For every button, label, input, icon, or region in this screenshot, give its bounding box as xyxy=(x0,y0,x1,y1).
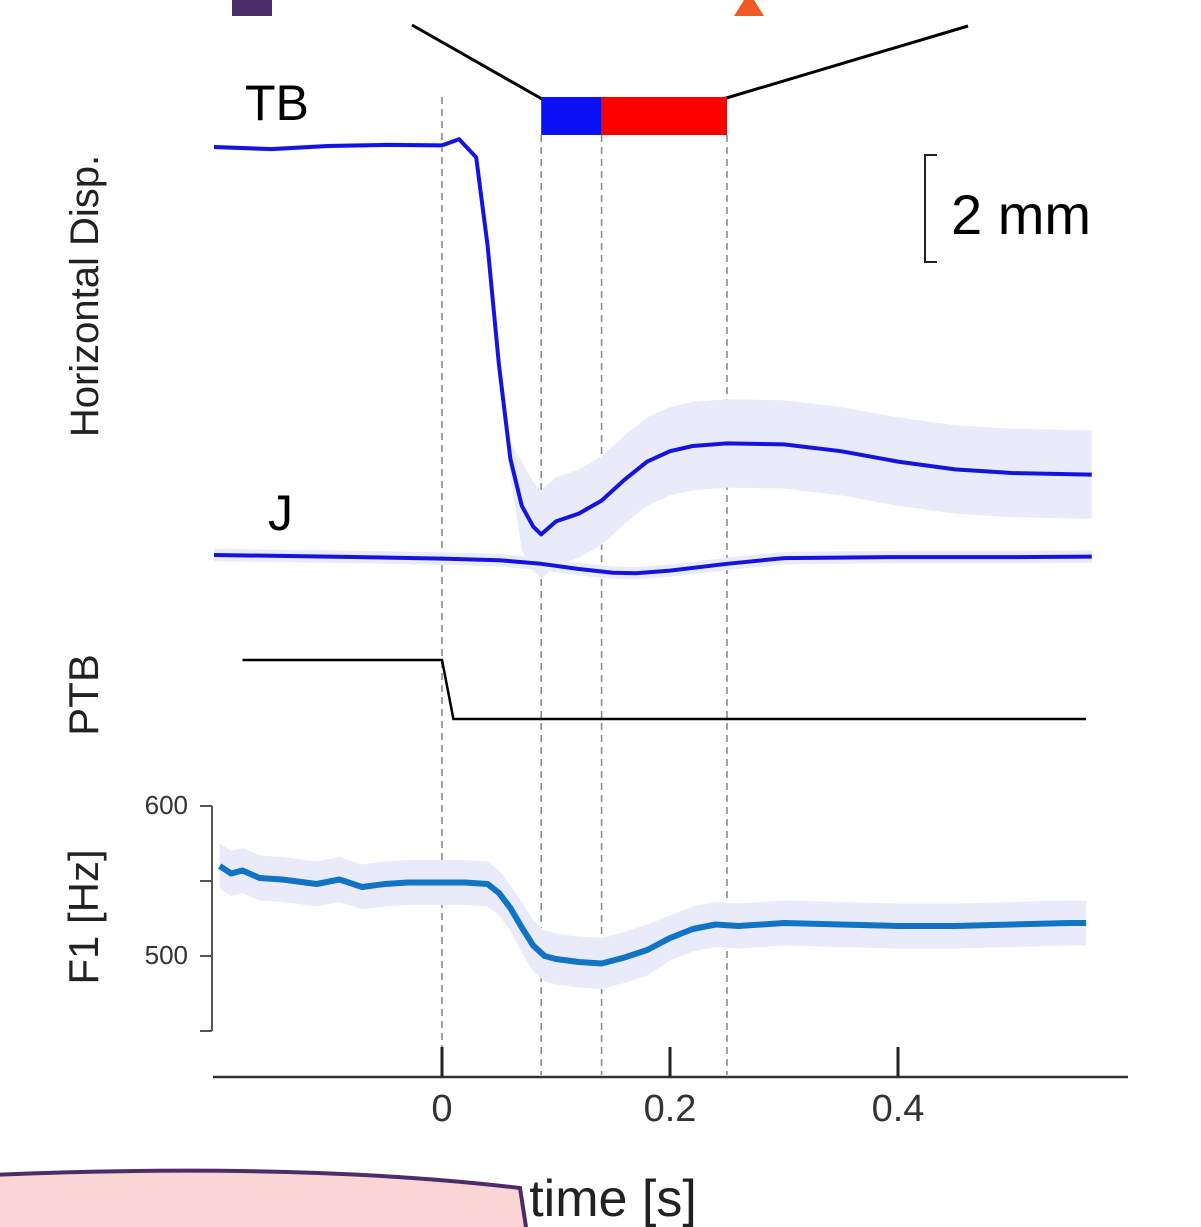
top-orange-triangle xyxy=(734,0,764,16)
xlabel-time: time [s] xyxy=(529,1170,697,1227)
series-label-tb: TB xyxy=(245,75,309,131)
time-axis: 0 0.2 0.4 xyxy=(213,1047,1128,1130)
f1-y-axis: 500 600 xyxy=(145,790,213,1032)
scale-bar-label: 2 mm xyxy=(951,183,1091,246)
j-line xyxy=(213,553,1092,576)
scale-bar xyxy=(924,154,937,263)
series-label-j: J xyxy=(268,485,293,541)
ylabel-ptb: PTB xyxy=(60,654,107,736)
ylabel-horizontal-disp: Horizontal Disp. xyxy=(63,155,107,437)
phase-bar xyxy=(541,97,727,135)
tb-line xyxy=(213,137,1092,537)
ptb-line xyxy=(242,658,1087,721)
f1-series xyxy=(218,843,1087,989)
f1-line xyxy=(218,863,1087,967)
ylabel-f1: F1 [Hz] xyxy=(60,849,107,984)
time-tick-label-2: 0.4 xyxy=(872,1088,925,1130)
j-confidence-band xyxy=(214,548,1092,580)
zoom-line-left xyxy=(411,23,543,101)
time-tick-label-0: 0 xyxy=(431,1088,452,1130)
displacement-series xyxy=(213,136,1092,580)
f1-ytick-label-600: 600 xyxy=(145,790,188,820)
tb-confidence-band xyxy=(214,136,1092,579)
phase-segment-1 xyxy=(601,97,727,135)
ptb-series xyxy=(242,658,1087,721)
f1-ytick-label-500: 500 xyxy=(145,940,188,970)
bottom-banner xyxy=(0,1168,529,1227)
f1-confidence-band xyxy=(219,843,1087,989)
time-tick-label-1: 0.2 xyxy=(644,1088,697,1130)
phase-segment-0 xyxy=(541,97,602,135)
zoom-line-right xyxy=(722,24,969,101)
top-purple-square xyxy=(232,0,272,16)
